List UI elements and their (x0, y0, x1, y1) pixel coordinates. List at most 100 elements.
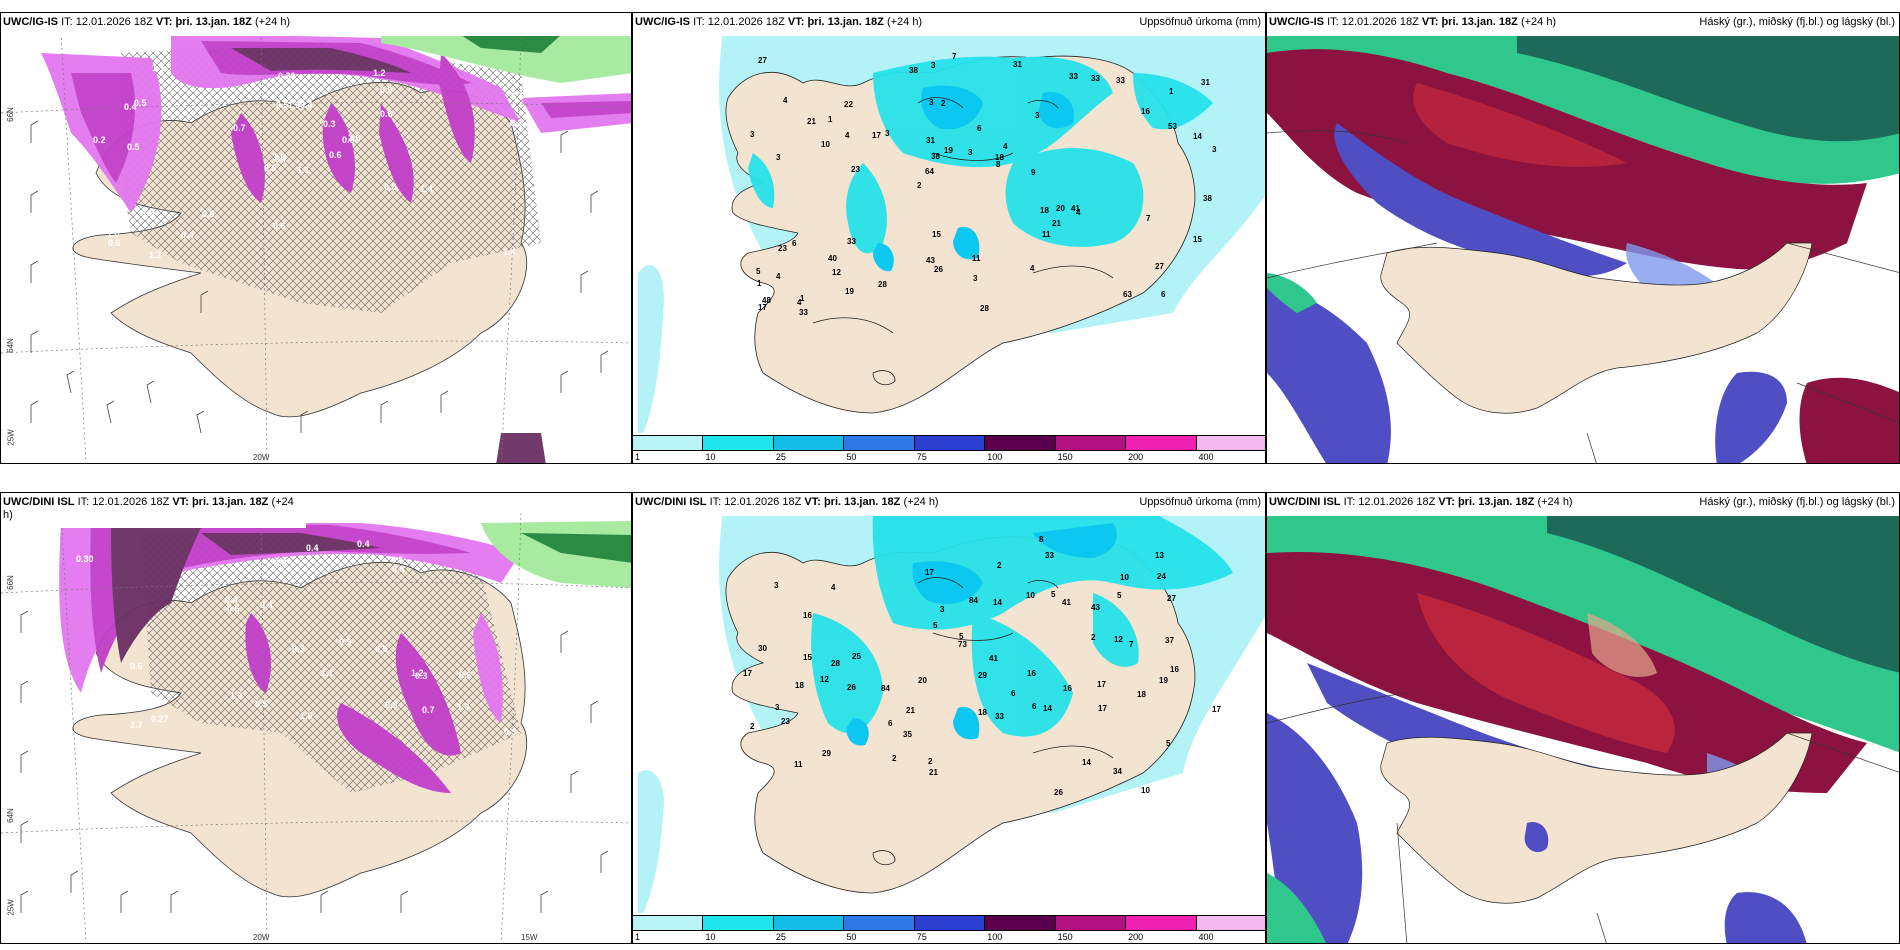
wind-cloud-map (1, 13, 631, 463)
precip-value: 8 (996, 160, 1001, 169)
wind-value: 1.3 (288, 100, 301, 110)
precip-value: 23 (781, 717, 790, 726)
init-time: 12.01.2026 18Z (75, 16, 153, 28)
precip-value: 4 (783, 96, 788, 105)
precip-value: 16 (1063, 684, 1072, 693)
precip-value-labels: 6312313663112244433185364433822333363274… (750, 52, 1217, 317)
init-time: 12.01.2026 18Z (1341, 16, 1419, 28)
precip-value: 5 (933, 621, 938, 630)
legend-swatch (1126, 915, 1197, 931)
precip-value: 11 (972, 254, 981, 263)
legend-swatch (844, 435, 915, 451)
precip-value: 18 (795, 681, 804, 690)
wind-cloud-map (1, 493, 631, 943)
precip-legend: 1 10 25 50 75 100 150 200 400 (633, 915, 1265, 943)
cloud-cover-map (1267, 13, 1899, 463)
legend-tick: 10 (705, 452, 716, 462)
wind-value: 0.7 (275, 154, 288, 164)
wind-value: 0.5 (255, 699, 268, 709)
it-label: IT: (77, 496, 90, 508)
precip-value: 17 (758, 303, 767, 312)
precip-value: 6 (1161, 290, 1166, 299)
precip-value: 33 (1091, 74, 1100, 83)
panel-header: UWC/IG-IS IT: 12.01.2026 18Z VT: þri. 13… (633, 13, 1265, 36)
precip-value: 2 (917, 181, 922, 190)
precip-value: 6 (977, 124, 982, 133)
precip-value: 12 (820, 675, 829, 684)
precip-value: 34 (1113, 767, 1122, 776)
wind-value: 0.3 (292, 644, 305, 654)
legend-tick: 75 (916, 452, 927, 462)
precip-value: 3 (940, 605, 945, 614)
wind-value: 0.8 (264, 163, 277, 173)
precip-value: 17 (872, 131, 881, 140)
precip-value: 12 (1114, 635, 1123, 644)
precip-value: 31 (1201, 78, 1210, 87)
wind-value: 1.0 (273, 152, 286, 162)
precip-value: 23 (851, 165, 860, 174)
precip-value: 38 (931, 152, 940, 161)
precip-value: 2 (892, 754, 897, 763)
wind-value: 1.1 (321, 668, 334, 678)
precip-value: 4 (1076, 208, 1081, 217)
vt-label: VT: (1438, 496, 1455, 508)
precip-value: 33 (995, 712, 1004, 721)
precip-value: 27 (1167, 594, 1176, 603)
wind-value: 0.6 (227, 604, 240, 614)
lead-time: (+24 h) (254, 16, 291, 28)
precip-value: 29 (978, 671, 987, 680)
precip-value: 3 (931, 61, 936, 70)
legend-tick: 150 (1057, 452, 1073, 462)
wind-value: 0.8 (274, 558, 287, 568)
wind-value: 0.8 (510, 118, 523, 128)
valid-time: þri. 13.jan. 18Z (175, 16, 252, 28)
wind-value: 0.6 (273, 221, 286, 231)
wind-value: 0.8 (385, 700, 398, 710)
precip-value: 17 (743, 669, 752, 678)
legend-swatch (1055, 435, 1127, 451)
precip-value: 29 (822, 749, 831, 758)
wind-value: 0.5 (384, 182, 397, 192)
model-name: UWC/DINI ISL (635, 496, 707, 508)
it-label: IT: (1343, 496, 1356, 508)
precip-value: 7 (1129, 640, 1134, 649)
lon-label-15: 15W (521, 933, 538, 942)
lat-label-64: 64N (5, 338, 15, 353)
precip-value: 7 (952, 52, 957, 61)
wind-value: 1.4 (511, 568, 524, 578)
precip-value: 6 (1032, 702, 1037, 711)
wind-value: 0.3 (504, 727, 517, 737)
precip-value: 8 (1039, 535, 1044, 544)
vt-label: VT: (804, 496, 821, 508)
precip-value: 15 (803, 653, 812, 662)
model-name: UWC/IG-IS (3, 16, 58, 28)
precip-value: 3 (929, 98, 934, 107)
wind-value: 0.5 (339, 637, 352, 647)
wind-value: 0.27 (151, 714, 169, 724)
legend-tick: 400 (1198, 932, 1214, 942)
wind-value: 0.4 (300, 100, 313, 110)
panel-header: UWC/IG-IS IT: 12.01.2026 18Z VT: þri. 13… (1, 13, 631, 36)
panel-wind-bottom: UWC/DINI ISL IT: 12.01.2026 18Z VT: þri.… (0, 492, 632, 944)
legend-tick: 200 (1128, 452, 1144, 462)
wind-value: 0.6 (380, 109, 393, 119)
legend-tick: 1 (635, 932, 641, 942)
legend-tick: 75 (916, 932, 927, 942)
wind-value: 0.5 (375, 644, 388, 654)
precip-value: 28 (831, 659, 840, 668)
lon-label-20: 20W (253, 453, 270, 462)
lead-time: (+24 h) (886, 16, 923, 28)
lon-label-20: 20W (253, 933, 270, 942)
it-label: IT: (1327, 16, 1339, 28)
precip-value: 3 (1035, 111, 1040, 120)
precip-value: 15 (1193, 235, 1202, 244)
precip-value: 11 (1042, 230, 1051, 239)
wind-value: 0.6 (108, 238, 121, 248)
valid-time: þri. 13.jan. 18Z (1457, 496, 1535, 508)
it-label: IT: (693, 16, 705, 28)
precip-value: 16 (1170, 665, 1179, 674)
precip-value: 31 (1013, 60, 1022, 69)
wind-value: 0.5 (276, 100, 289, 110)
lead-time: (+24 h) (1520, 16, 1557, 28)
